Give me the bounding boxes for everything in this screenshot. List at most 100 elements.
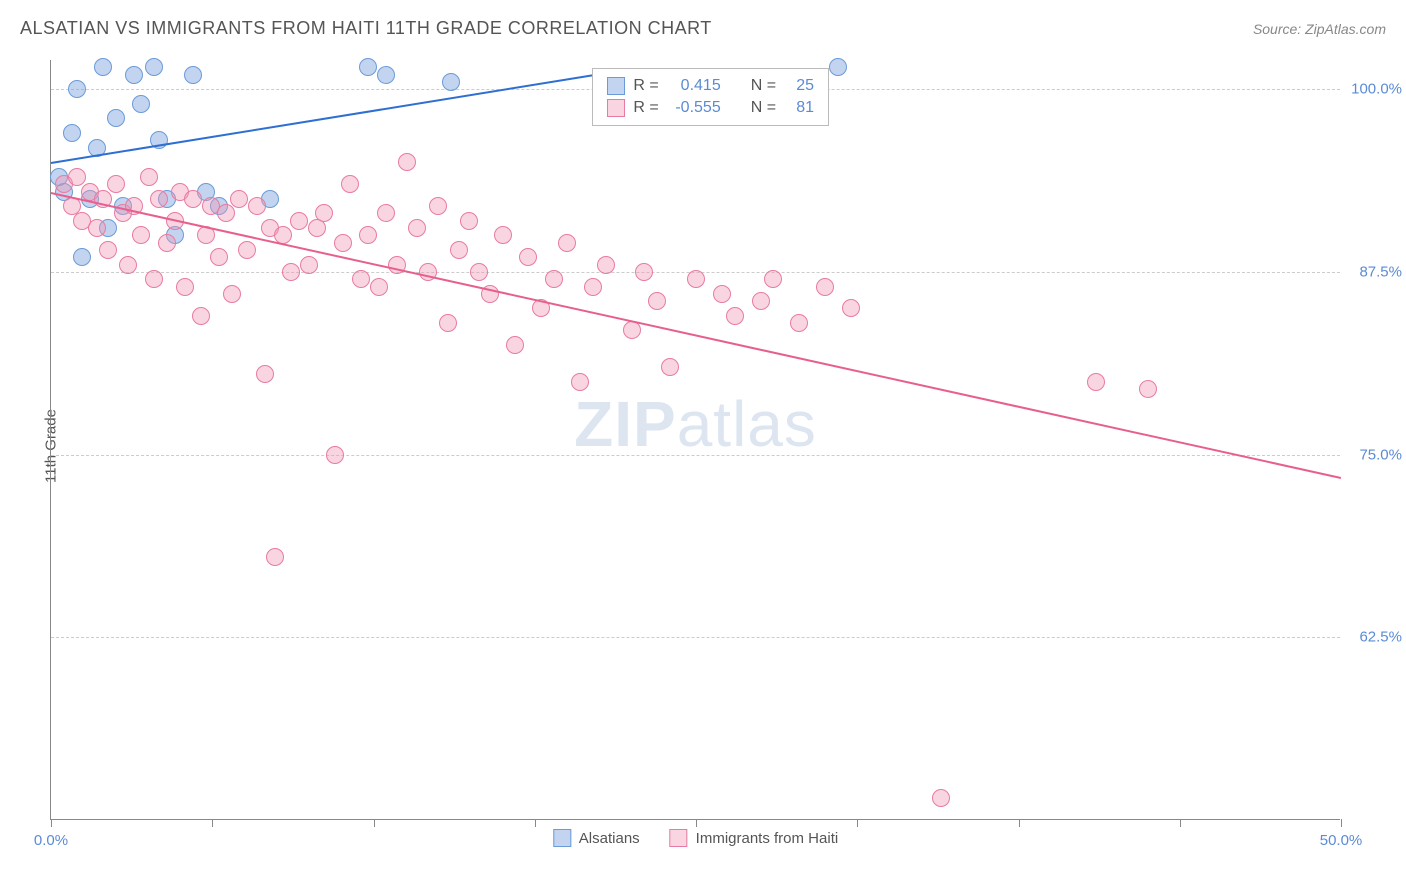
data-point (184, 190, 202, 208)
data-point (256, 365, 274, 383)
data-point (377, 66, 395, 84)
data-point (429, 197, 447, 215)
data-point (88, 219, 106, 237)
data-point (635, 263, 653, 281)
data-point (125, 66, 143, 84)
x-tick-label: 0.0% (34, 832, 68, 849)
data-point (266, 548, 284, 566)
data-point (623, 321, 641, 339)
data-point (132, 226, 150, 244)
r-label: R = (633, 77, 658, 95)
data-point (94, 58, 112, 76)
data-point (648, 292, 666, 310)
data-point (764, 270, 782, 288)
data-point (176, 278, 194, 296)
r-label: R = (633, 99, 658, 117)
data-point (341, 175, 359, 193)
data-point (99, 241, 117, 259)
data-point (726, 307, 744, 325)
watermark: ZIPatlas (574, 387, 817, 461)
data-point (370, 278, 388, 296)
x-tick (535, 819, 536, 827)
data-point (359, 58, 377, 76)
data-point (73, 248, 91, 266)
x-tick (51, 819, 52, 827)
x-tick (857, 819, 858, 827)
data-point (519, 248, 537, 266)
legend-swatch (607, 99, 625, 117)
data-point (439, 314, 457, 332)
y-tick-label: 100.0% (1351, 81, 1402, 98)
data-point (687, 270, 705, 288)
data-point (442, 73, 460, 91)
x-tick (696, 819, 697, 827)
data-point (217, 204, 235, 222)
y-tick-label: 75.0% (1359, 446, 1402, 463)
data-point (334, 234, 352, 252)
data-point (230, 190, 248, 208)
data-point (558, 234, 576, 252)
data-point (932, 789, 950, 807)
data-point (408, 219, 426, 237)
series-legend-label: Alsatians (579, 830, 640, 847)
data-point (223, 285, 241, 303)
trend-line (51, 75, 593, 165)
n-value: 25 (784, 77, 814, 95)
data-point (107, 109, 125, 127)
data-point (145, 270, 163, 288)
data-point (506, 336, 524, 354)
data-point (661, 358, 679, 376)
data-point (1087, 373, 1105, 391)
n-label: N = (751, 99, 776, 117)
legend-swatch (553, 829, 571, 847)
data-point (816, 278, 834, 296)
data-point (450, 241, 468, 259)
y-tick-label: 87.5% (1359, 263, 1402, 280)
chart-title: ALSATIAN VS IMMIGRANTS FROM HAITI 11TH G… (20, 18, 712, 39)
scatter-plot-area: ZIPatlas 62.5%75.0%87.5%100.0%0.0%50.0%R… (50, 60, 1340, 820)
data-point (63, 124, 81, 142)
data-point (359, 226, 377, 244)
data-point (184, 66, 202, 84)
legend-swatch (607, 77, 625, 95)
data-point (545, 270, 563, 288)
data-point (460, 212, 478, 230)
series-legend: Alsatians Immigrants from Haiti (553, 829, 838, 847)
data-point (300, 256, 318, 274)
title-bar: ALSATIAN VS IMMIGRANTS FROM HAITI 11TH G… (20, 18, 1386, 39)
x-tick (212, 819, 213, 827)
data-point (597, 256, 615, 274)
data-point (192, 307, 210, 325)
x-tick (1341, 819, 1342, 827)
data-point (150, 190, 168, 208)
data-point (158, 234, 176, 252)
trend-line (51, 192, 1341, 479)
data-point (248, 197, 266, 215)
data-point (107, 175, 125, 193)
data-point (210, 248, 228, 266)
data-point (571, 373, 589, 391)
data-point (1139, 380, 1157, 398)
data-point (713, 285, 731, 303)
n-value: 81 (784, 99, 814, 117)
x-tick-label: 50.0% (1320, 832, 1363, 849)
stats-legend: R =0.415N =25R =-0.555N =81 (592, 68, 829, 126)
data-point (145, 58, 163, 76)
data-point (140, 168, 158, 186)
stats-legend-row: R =-0.555N =81 (607, 97, 814, 119)
x-tick (374, 819, 375, 827)
data-point (68, 168, 86, 186)
data-point (377, 204, 395, 222)
series-legend-label: Immigrants from Haiti (696, 830, 839, 847)
legend-swatch (670, 829, 688, 847)
x-tick (1019, 819, 1020, 827)
data-point (842, 299, 860, 317)
data-point (315, 204, 333, 222)
data-point (119, 256, 137, 274)
data-point (398, 153, 416, 171)
data-point (470, 263, 488, 281)
data-point (68, 80, 86, 98)
series-legend-item: Immigrants from Haiti (670, 829, 839, 847)
source-label: Source: ZipAtlas.com (1253, 21, 1386, 37)
data-point (132, 95, 150, 113)
